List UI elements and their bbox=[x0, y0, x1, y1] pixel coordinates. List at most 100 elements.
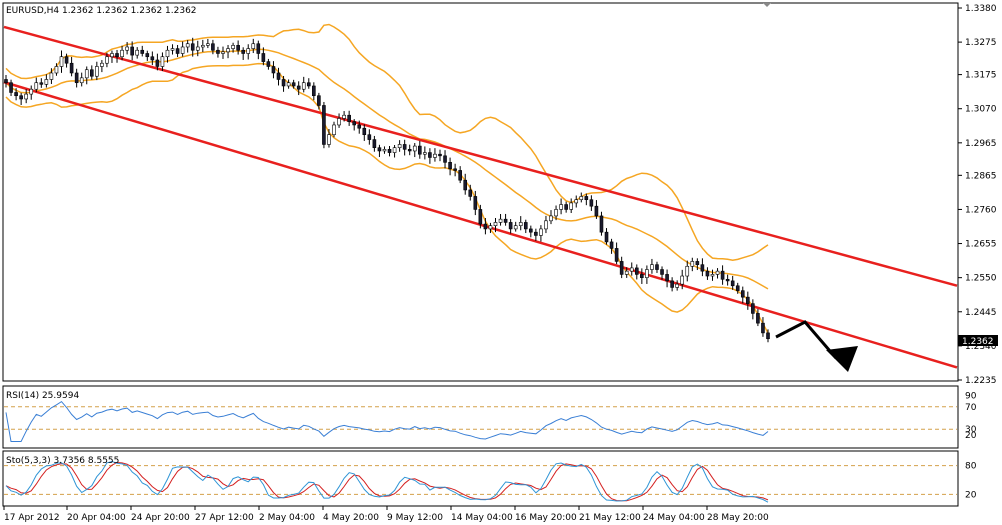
candle bbox=[433, 148, 437, 162]
candle bbox=[312, 82, 316, 101]
candle bbox=[629, 262, 634, 276]
candle bbox=[216, 46, 220, 58]
candle bbox=[261, 47, 266, 66]
price-tick-label: 1.2340 bbox=[965, 342, 997, 352]
candle bbox=[130, 41, 134, 61]
candle bbox=[271, 61, 276, 79]
candle bbox=[453, 163, 457, 177]
candle bbox=[165, 45, 170, 63]
price-axis: 1.3380 1.3275 1.3175 1.3070 1.2965 1.2865 1.27… bbox=[958, 4, 997, 386]
sto-lines bbox=[5, 460, 769, 503]
sto-main-series bbox=[5, 460, 769, 503]
time-tick-label: 21 May 12:00 bbox=[579, 513, 641, 523]
candle bbox=[44, 74, 49, 88]
candle bbox=[14, 88, 18, 101]
candle bbox=[685, 260, 690, 282]
candle bbox=[115, 49, 119, 63]
candle bbox=[362, 124, 367, 141]
candle bbox=[64, 53, 69, 68]
sto-signal-series bbox=[5, 461, 769, 502]
rsi-header: RSI(14) 25.9594 bbox=[6, 391, 79, 401]
candle bbox=[640, 268, 644, 284]
candle bbox=[241, 47, 245, 60]
candle bbox=[715, 268, 720, 279]
main-pane: EURUSD,H4 1.2362 1.2362 1.2362 1.2362 1.… bbox=[2, 2, 998, 386]
candle bbox=[377, 144, 382, 157]
time-tick-label: 2 May 04:00 bbox=[259, 513, 315, 523]
sto-header: Sto(5,3,3) 3.7356 8.5555 bbox=[6, 456, 119, 466]
candle bbox=[185, 40, 190, 53]
candle bbox=[428, 148, 432, 164]
candle bbox=[206, 38, 210, 49]
candle bbox=[54, 63, 59, 76]
candle bbox=[700, 258, 705, 277]
candle bbox=[100, 60, 104, 73]
time-axis: 17 Apr 2012 20 Apr 04:00 24 Apr 20:00 27 Ap… bbox=[3, 506, 769, 523]
candle bbox=[751, 299, 755, 320]
time-tick-label: 27 Apr 12:00 bbox=[195, 513, 254, 523]
candle bbox=[357, 120, 362, 134]
candle bbox=[513, 221, 518, 232]
candle bbox=[286, 79, 291, 89]
candle bbox=[407, 144, 412, 156]
candle bbox=[493, 218, 498, 233]
candle bbox=[155, 53, 160, 71]
candle bbox=[594, 200, 599, 219]
candle bbox=[574, 195, 579, 208]
candle bbox=[79, 72, 84, 87]
candle bbox=[609, 238, 614, 254]
candle bbox=[29, 85, 34, 100]
forecast-arrow-head-icon bbox=[826, 346, 858, 372]
candle bbox=[180, 41, 185, 57]
candle bbox=[120, 45, 124, 61]
candle bbox=[473, 190, 478, 216]
candle bbox=[190, 37, 195, 57]
rsi-line bbox=[5, 400, 769, 442]
candle bbox=[746, 291, 750, 310]
candle bbox=[735, 282, 740, 294]
shift-marker-icon[interactable] bbox=[763, 3, 771, 7]
time-tick-label: 17 Apr 2012 bbox=[4, 513, 60, 523]
time-tick-label: 24 May 04:00 bbox=[643, 513, 705, 523]
candle bbox=[463, 173, 468, 195]
candle bbox=[614, 242, 619, 265]
candle bbox=[539, 225, 543, 242]
candle bbox=[387, 146, 392, 157]
candle bbox=[675, 280, 679, 291]
candle bbox=[246, 44, 251, 60]
price-tick-label: 1.3175 bbox=[965, 71, 997, 81]
candle bbox=[19, 92, 23, 105]
candle bbox=[478, 204, 483, 229]
middle-band bbox=[5, 48, 769, 290]
candle bbox=[730, 275, 735, 290]
candle bbox=[443, 150, 447, 169]
candle bbox=[49, 68, 54, 84]
candle bbox=[619, 256, 624, 279]
candle bbox=[110, 50, 114, 63]
last-price-tag: 1.2362 bbox=[958, 335, 998, 347]
candle bbox=[458, 166, 462, 184]
bollinger-bands bbox=[5, 23, 769, 334]
candle bbox=[39, 78, 44, 88]
sto-tick-label: 20 bbox=[965, 490, 977, 500]
candle bbox=[140, 45, 145, 57]
candle bbox=[236, 40, 240, 55]
rsi-series bbox=[5, 400, 769, 442]
candle bbox=[503, 213, 508, 226]
candle bbox=[498, 214, 503, 226]
candle bbox=[634, 264, 639, 280]
candle bbox=[226, 44, 230, 59]
candle bbox=[105, 52, 109, 68]
candle bbox=[342, 111, 346, 122]
upper-band bbox=[5, 23, 769, 261]
candle bbox=[549, 210, 553, 225]
candle bbox=[296, 81, 301, 96]
price-tick-label: 1.3070 bbox=[965, 105, 997, 115]
candle bbox=[125, 42, 129, 55]
candle bbox=[221, 46, 225, 59]
candle bbox=[170, 44, 175, 55]
price-tick-label: 1.2760 bbox=[965, 205, 997, 215]
price-tick-label: 1.2445 bbox=[965, 308, 997, 318]
